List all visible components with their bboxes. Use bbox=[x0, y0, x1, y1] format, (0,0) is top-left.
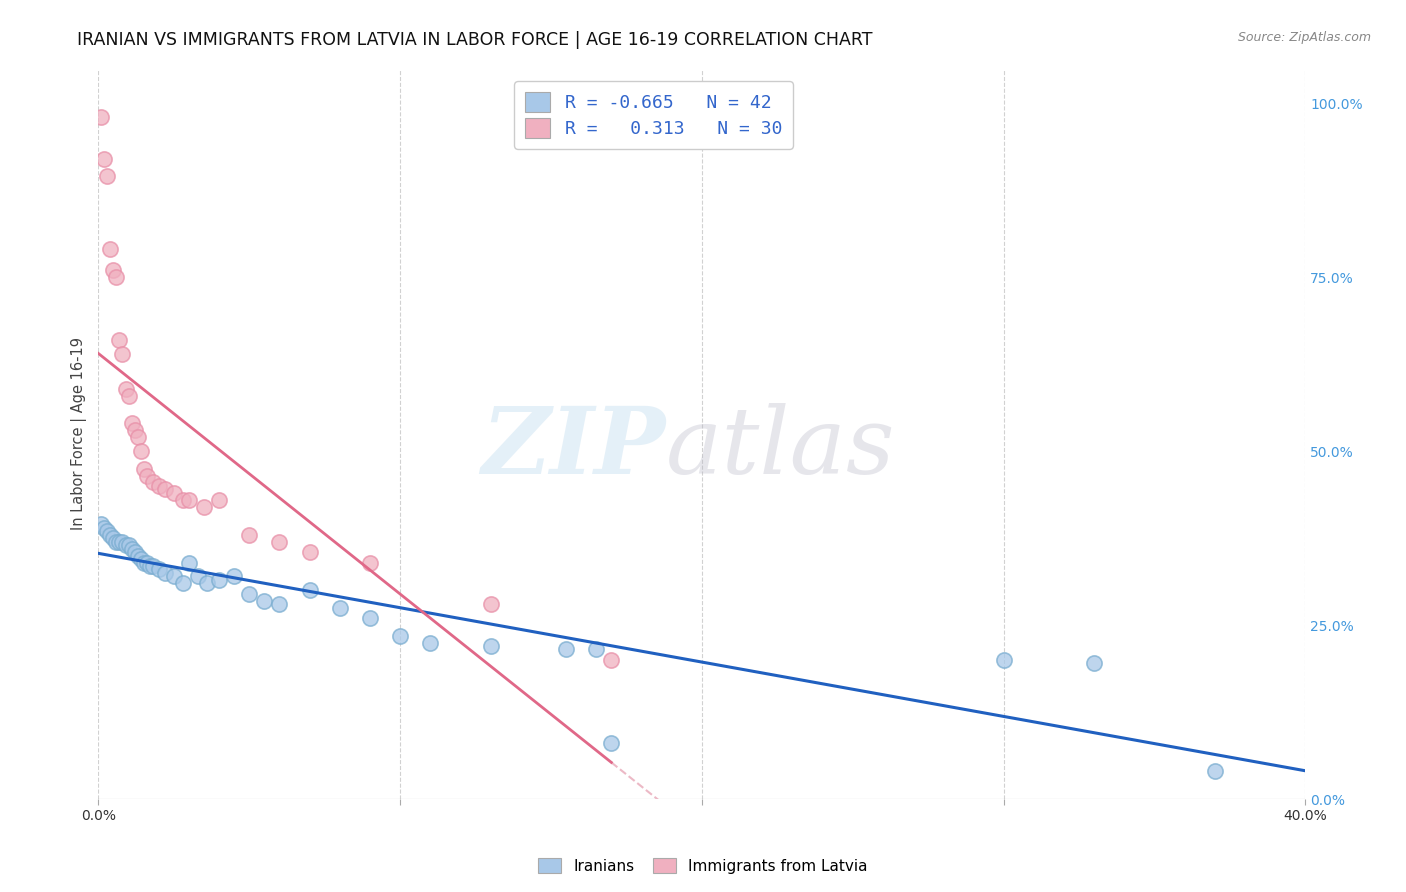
Point bbox=[117, 388, 139, 402]
Point bbox=[195, 576, 218, 591]
Point bbox=[238, 527, 260, 541]
Point bbox=[224, 569, 246, 583]
Point bbox=[135, 556, 157, 570]
Point bbox=[163, 486, 186, 500]
Point bbox=[585, 642, 607, 657]
Point bbox=[142, 475, 165, 490]
Point bbox=[127, 549, 149, 563]
Legend: R = -0.665   N = 42, R =   0.313   N = 30: R = -0.665 N = 42, R = 0.313 N = 30 bbox=[515, 81, 793, 149]
Point bbox=[129, 552, 152, 566]
Point bbox=[93, 152, 115, 166]
Point bbox=[148, 479, 170, 493]
Point bbox=[100, 243, 122, 257]
Point bbox=[208, 492, 231, 507]
Point bbox=[148, 562, 170, 576]
Point bbox=[142, 559, 165, 574]
Point bbox=[993, 653, 1015, 667]
Point bbox=[90, 517, 112, 532]
Point bbox=[269, 534, 291, 549]
Point bbox=[172, 492, 194, 507]
Point bbox=[359, 556, 381, 570]
Point bbox=[1083, 657, 1105, 671]
Point bbox=[108, 333, 131, 347]
Y-axis label: In Labor Force | Age 16-19: In Labor Force | Age 16-19 bbox=[72, 337, 87, 530]
Point bbox=[329, 600, 352, 615]
Text: IRANIAN VS IMMIGRANTS FROM LATVIA IN LABOR FORCE | AGE 16-19 CORRELATION CHART: IRANIAN VS IMMIGRANTS FROM LATVIA IN LAB… bbox=[77, 31, 873, 49]
Point bbox=[419, 635, 441, 649]
Point bbox=[129, 444, 152, 458]
Point bbox=[90, 110, 112, 124]
Point bbox=[93, 521, 115, 535]
Point bbox=[555, 642, 578, 657]
Point bbox=[172, 576, 194, 591]
Point bbox=[96, 169, 118, 184]
Point bbox=[153, 566, 176, 580]
Point bbox=[1204, 764, 1226, 779]
Point bbox=[100, 527, 122, 541]
Point bbox=[298, 583, 321, 598]
Point bbox=[163, 569, 186, 583]
Text: Source: ZipAtlas.com: Source: ZipAtlas.com bbox=[1237, 31, 1371, 45]
Point bbox=[359, 611, 381, 625]
Point bbox=[153, 483, 176, 497]
Point bbox=[127, 430, 149, 444]
Point bbox=[389, 629, 412, 643]
Point bbox=[600, 736, 623, 750]
Point bbox=[238, 587, 260, 601]
Point bbox=[114, 538, 136, 552]
Point bbox=[103, 263, 125, 277]
Point bbox=[111, 347, 134, 361]
Point bbox=[114, 382, 136, 396]
Point bbox=[298, 545, 321, 559]
Point bbox=[124, 423, 146, 437]
Point bbox=[253, 594, 276, 608]
Point bbox=[193, 500, 215, 514]
Point bbox=[177, 492, 200, 507]
Point bbox=[108, 534, 131, 549]
Point bbox=[117, 538, 139, 552]
Point bbox=[105, 270, 128, 285]
Text: atlas: atlas bbox=[665, 403, 896, 493]
Point bbox=[269, 597, 291, 611]
Point bbox=[132, 461, 155, 475]
Point bbox=[111, 534, 134, 549]
Point bbox=[105, 534, 128, 549]
Point bbox=[103, 531, 125, 545]
Point bbox=[135, 468, 157, 483]
Text: ZIP: ZIP bbox=[481, 403, 665, 493]
Point bbox=[121, 417, 143, 431]
Point bbox=[187, 569, 209, 583]
Point bbox=[479, 639, 502, 653]
Point bbox=[208, 573, 231, 587]
Point bbox=[177, 556, 200, 570]
Point bbox=[479, 597, 502, 611]
Point bbox=[600, 653, 623, 667]
Point bbox=[138, 559, 160, 574]
Point bbox=[121, 541, 143, 556]
Legend: Iranians, Immigrants from Latvia: Iranians, Immigrants from Latvia bbox=[533, 852, 873, 880]
Point bbox=[124, 545, 146, 559]
Point bbox=[96, 524, 118, 539]
Point bbox=[132, 556, 155, 570]
